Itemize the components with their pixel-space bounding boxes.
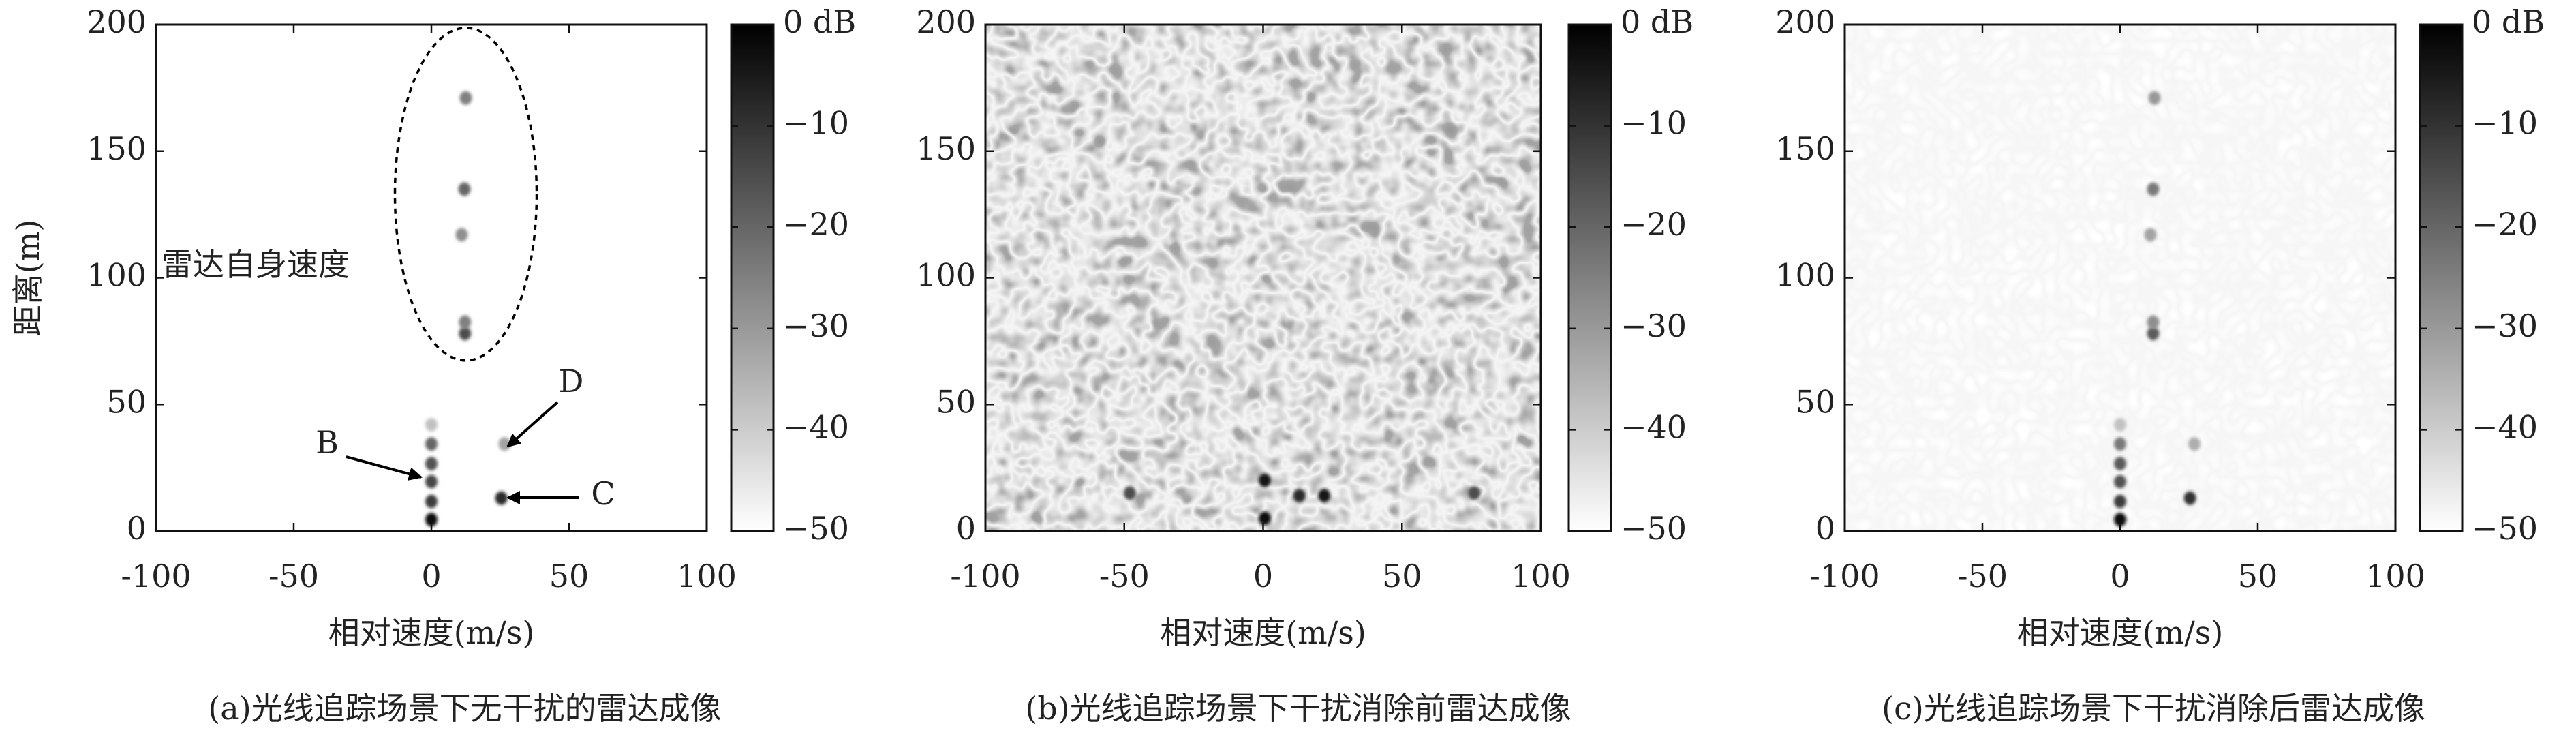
target-spot [459,315,472,329]
y-tick-label: 100 [916,257,976,294]
x-axis-label: 相对速度(m/s) [1160,614,1366,651]
caption: (b)光线追踪场景下干扰消除前雷达成像 [1025,690,1571,727]
y-tick-label: 50 [1795,383,1835,420]
target-spot [2147,315,2160,329]
y-tick-label: 100 [1775,257,1835,294]
y-tick-label: 0 [1815,510,1835,547]
colorbar-tick-label: 0 dB [1621,3,1693,40]
target-spot [425,457,438,471]
y-tick-label: 150 [916,130,976,167]
x-tick-label: -100 [121,558,191,594]
y-tick-label: 0 [956,510,976,547]
target-spot [459,91,472,105]
x-tick-label: 100 [2365,558,2425,594]
y-tick-label: 50 [106,383,147,420]
colorbar-tick-label: −50 [1621,510,1687,547]
target-spot [425,437,438,451]
colorbar-tick-label: −50 [783,510,849,547]
target-spot [1293,488,1306,502]
x-tick-label: -50 [269,558,319,594]
colorbar-tick-label: −40 [2472,408,2538,445]
target-spot [1123,486,1136,500]
x-tick-label: 0 [421,558,441,594]
colorbar [1567,23,1612,532]
x-axis-label: 相对速度(m/s) [328,614,535,651]
target-spot [425,474,438,489]
target-spot [2114,457,2126,471]
x-tick-label: 50 [1382,558,1422,594]
x-tick-label: 100 [677,558,737,594]
x-tick-label: 50 [549,558,589,594]
colorbar-tick-label: −20 [2472,206,2538,243]
target-spot [425,494,438,509]
target-spot [2183,491,2196,505]
colorbar-tick-label: 0 dB [2472,3,2545,40]
y-tick-label: 200 [1775,3,1835,40]
y-tick-label: 100 [87,257,147,294]
target-spot [1318,488,1331,502]
target-spot [2114,513,2126,527]
x-tick-label: 0 [2110,558,2130,594]
x-tick-label: -50 [1957,558,2008,594]
x-tick-label: 100 [1511,558,1571,594]
colorbar-tick-label: −40 [783,408,849,445]
target-spot [459,327,472,341]
target-spot [1258,473,1271,487]
target-spot [2114,494,2126,509]
colorbar-tick-label: −20 [1621,206,1687,243]
x-axis-label: 相对速度(m/s) [2017,614,2224,651]
target-spot [2114,474,2126,489]
target-spot [458,182,471,196]
target-spot [1468,486,1481,500]
y-tick-label: 150 [87,130,147,167]
target-spot [2188,437,2201,451]
target-spot [1258,511,1271,526]
target-spot [2114,437,2126,451]
target-spot [425,417,438,432]
annotation-label: B [316,424,339,461]
colorbar-tick-label: −20 [783,206,849,243]
colorbar-tick-label: −10 [2472,105,2538,142]
target-spot [425,513,438,527]
x-tick-label: -100 [950,558,1020,594]
target-spot [455,228,468,242]
plot-background [985,25,1541,531]
colorbar-tick-label: −30 [1621,307,1687,344]
y-tick-label: 50 [936,383,976,420]
annotation-label: 雷达自身速度 [162,246,350,283]
colorbar [2419,23,2464,532]
y-tick-label: 200 [916,3,976,40]
annotation-label: C [591,475,615,512]
colorbar-tick-label: −40 [1621,408,1687,445]
y-tick-label: 0 [127,510,147,547]
target-spot [2148,91,2161,105]
colorbar-tick-label: −50 [2472,510,2538,547]
x-tick-label: 50 [2238,558,2278,594]
x-tick-label: -100 [1809,558,1880,594]
y-tick-label: 200 [87,3,147,40]
x-tick-label: 0 [1253,558,1273,594]
y-axis-label: 距离(m) [10,220,46,337]
annotation-arrow [506,401,559,448]
annotation-arrow [346,455,423,481]
colorbar-tick-label: −30 [2472,307,2538,344]
target-spot [2147,327,2160,341]
colorbar [730,23,775,532]
x-tick-label: -50 [1099,558,1150,594]
colorbar-tick-label: 0 dB [783,3,856,40]
caption: (a)光线追踪场景下无干扰的雷达成像 [208,690,721,727]
target-spot [495,491,508,505]
target-spot [2147,182,2160,196]
colorbar-tick-label: −30 [783,307,849,344]
colorbar-tick-label: −10 [1621,105,1687,142]
annotation-label: D [559,363,584,399]
target-spot [2144,228,2157,242]
caption: (c)光线追踪场景下干扰消除后雷达成像 [1882,690,2425,727]
target-spot [2114,417,2126,432]
y-tick-label: 150 [1775,130,1835,167]
colorbar-tick-label: −10 [783,105,849,142]
plot-background [1845,25,2395,531]
